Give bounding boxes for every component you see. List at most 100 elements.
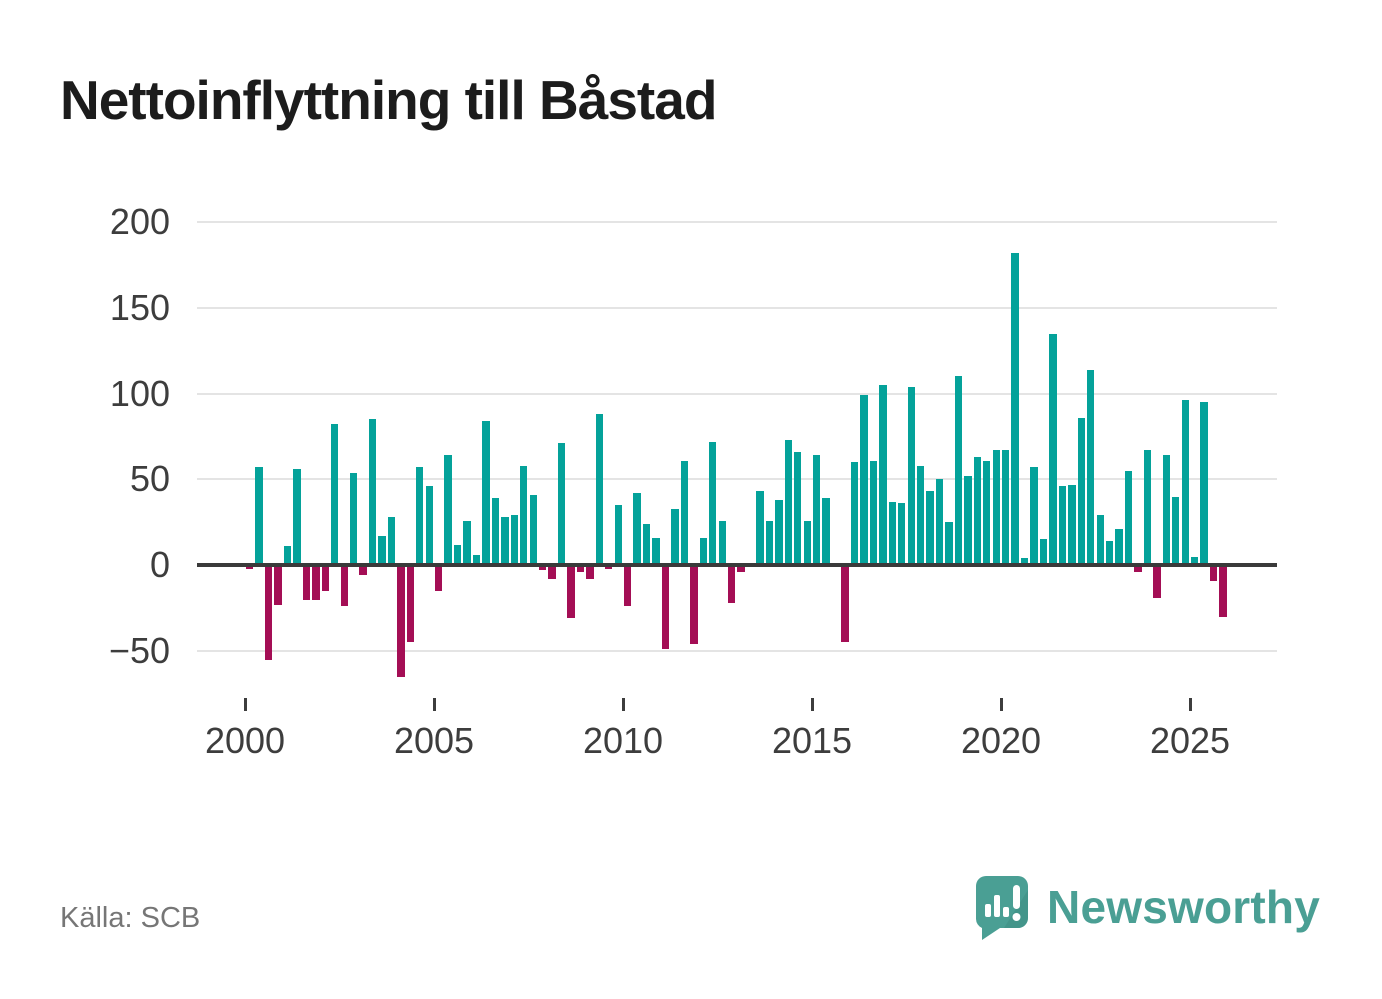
x-axis-tick-2020: [999, 698, 1003, 711]
bar-q20-negative: [435, 565, 443, 591]
bar-q72-positive: [926, 491, 934, 566]
bar-q14-positive: [378, 536, 386, 566]
bar-q93-positive: [1124, 470, 1133, 566]
bar-q61-positive: [822, 498, 830, 566]
gridline--50: [197, 650, 1277, 652]
gridline-100: [197, 392, 1277, 395]
bar-q16-negative: [397, 565, 405, 677]
bar-q91-positive: [1105, 541, 1114, 566]
bar-q1-positive: [255, 467, 263, 566]
bar-q77-positive: [973, 457, 982, 566]
bar-q96-negative: [1153, 565, 1161, 598]
bar-q87-positive: [1068, 484, 1076, 566]
bar-q74-positive: [945, 522, 953, 566]
gridline-50: [197, 478, 1277, 481]
bar-q76-positive: [964, 475, 972, 566]
newsworthy-wordmark: Newsworthy: [1047, 881, 1320, 933]
x-axis-label-2000: 2000: [204, 720, 286, 761]
bar-q3-negative: [274, 565, 282, 605]
bar-q49-positive: [709, 441, 717, 566]
bar-q11-positive: [349, 472, 358, 566]
bar-q12-negative: [359, 565, 367, 576]
chart-title: Nettoinflyttning till Båstad: [60, 69, 717, 131]
bar-q59-positive: [803, 520, 811, 566]
bar-q66-positive: [869, 460, 878, 566]
bar-q13-positive: [368, 419, 377, 566]
bar-q35-negative: [576, 565, 585, 573]
bar-q47-negative: [690, 565, 698, 645]
bar-q24-positive: [472, 554, 481, 566]
bar-q97-positive: [1162, 455, 1171, 566]
bar-q28-positive: [510, 515, 518, 566]
gridline-200: [197, 221, 1277, 223]
x-axis-label-2015: 2015: [771, 720, 853, 761]
bar-q9-positive: [331, 424, 339, 566]
bar-q45-positive: [671, 508, 679, 566]
bar-q100-positive: [1191, 556, 1199, 566]
y-axis-label-100: 100: [109, 372, 170, 414]
bar-q94-negative: [1134, 565, 1142, 573]
x-axis-tick-2015: [810, 698, 814, 711]
bar-q102-negative: [1209, 565, 1218, 581]
bar-q60-positive: [813, 455, 821, 566]
x-axis-label-2020: 2020: [960, 720, 1042, 761]
y-axis-label-50: 50: [129, 458, 170, 500]
source-label: Källa: SCB: [60, 902, 201, 934]
bar-q81-positive: [1011, 252, 1019, 566]
bar-q2-negative: [264, 565, 273, 660]
bar-q99-positive: [1181, 400, 1189, 566]
bar-q17-negative: [406, 565, 415, 643]
bar-q95-positive: [1143, 450, 1152, 566]
x-axis-label-2005: 2005: [393, 720, 475, 761]
bar-q50-positive: [718, 520, 726, 566]
bar-q22-positive: [453, 544, 462, 566]
bar-q5-positive: [293, 469, 301, 566]
bar-q6-negative: [302, 565, 311, 600]
bar-q55-positive: [765, 520, 774, 566]
bar-q34-negative: [567, 565, 575, 619]
zero-axis-line: [197, 563, 1277, 567]
bar-q84-positive: [1039, 539, 1048, 566]
bar-q101-positive: [1200, 402, 1208, 566]
bar-q39-positive: [614, 505, 622, 566]
bar-q57-positive: [784, 439, 793, 566]
bar-q40-negative: [624, 565, 632, 607]
bar-q70-positive: [907, 386, 915, 566]
y-axis-label-200: 200: [109, 201, 170, 242]
y-axis-label-150: 150: [109, 286, 170, 328]
bar-q0-negative: [246, 565, 254, 569]
bar-q19-positive: [425, 486, 433, 566]
bar-q92-positive: [1115, 529, 1123, 566]
bar-q73-positive: [935, 479, 944, 566]
bar-q25-positive: [482, 421, 490, 566]
bar-q82-positive: [1020, 558, 1029, 566]
x-axis-tick-2000: [243, 698, 247, 711]
bar-q80-positive: [1002, 450, 1010, 566]
bar-q98-positive: [1172, 496, 1180, 566]
bar-q75-positive: [954, 376, 963, 566]
bar-q44-negative: [661, 565, 670, 650]
y-axis-label--50: −50: [108, 630, 170, 671]
newsworthy-logo: Newsworthy: [974, 874, 1320, 940]
bar-q8-negative: [321, 565, 329, 591]
bar-q63-negative: [841, 565, 849, 643]
newsworthy-bubble-barchart-icon: [976, 876, 1029, 940]
bar-q23-positive: [463, 520, 471, 566]
x-axis-label-2010: 2010: [582, 720, 664, 761]
bar-q78-positive: [983, 460, 991, 566]
bar-q21-positive: [444, 455, 452, 566]
bar-q31-negative: [538, 565, 547, 571]
bar-q29-positive: [520, 465, 528, 566]
bar-q48-positive: [699, 537, 707, 566]
gridline-150: [197, 306, 1277, 309]
bar-q33-positive: [557, 443, 566, 566]
bar-q42-positive: [642, 524, 651, 566]
y-axis-label-0: 0: [149, 544, 170, 586]
bar-q58-positive: [794, 451, 802, 566]
bar-q36-negative: [586, 565, 594, 579]
bar-q69-positive: [898, 503, 906, 566]
bar-q79-positive: [992, 450, 1000, 566]
bar-q26-positive: [491, 498, 500, 566]
bar-q15-positive: [387, 517, 396, 566]
bar-q88-positive: [1077, 417, 1085, 566]
